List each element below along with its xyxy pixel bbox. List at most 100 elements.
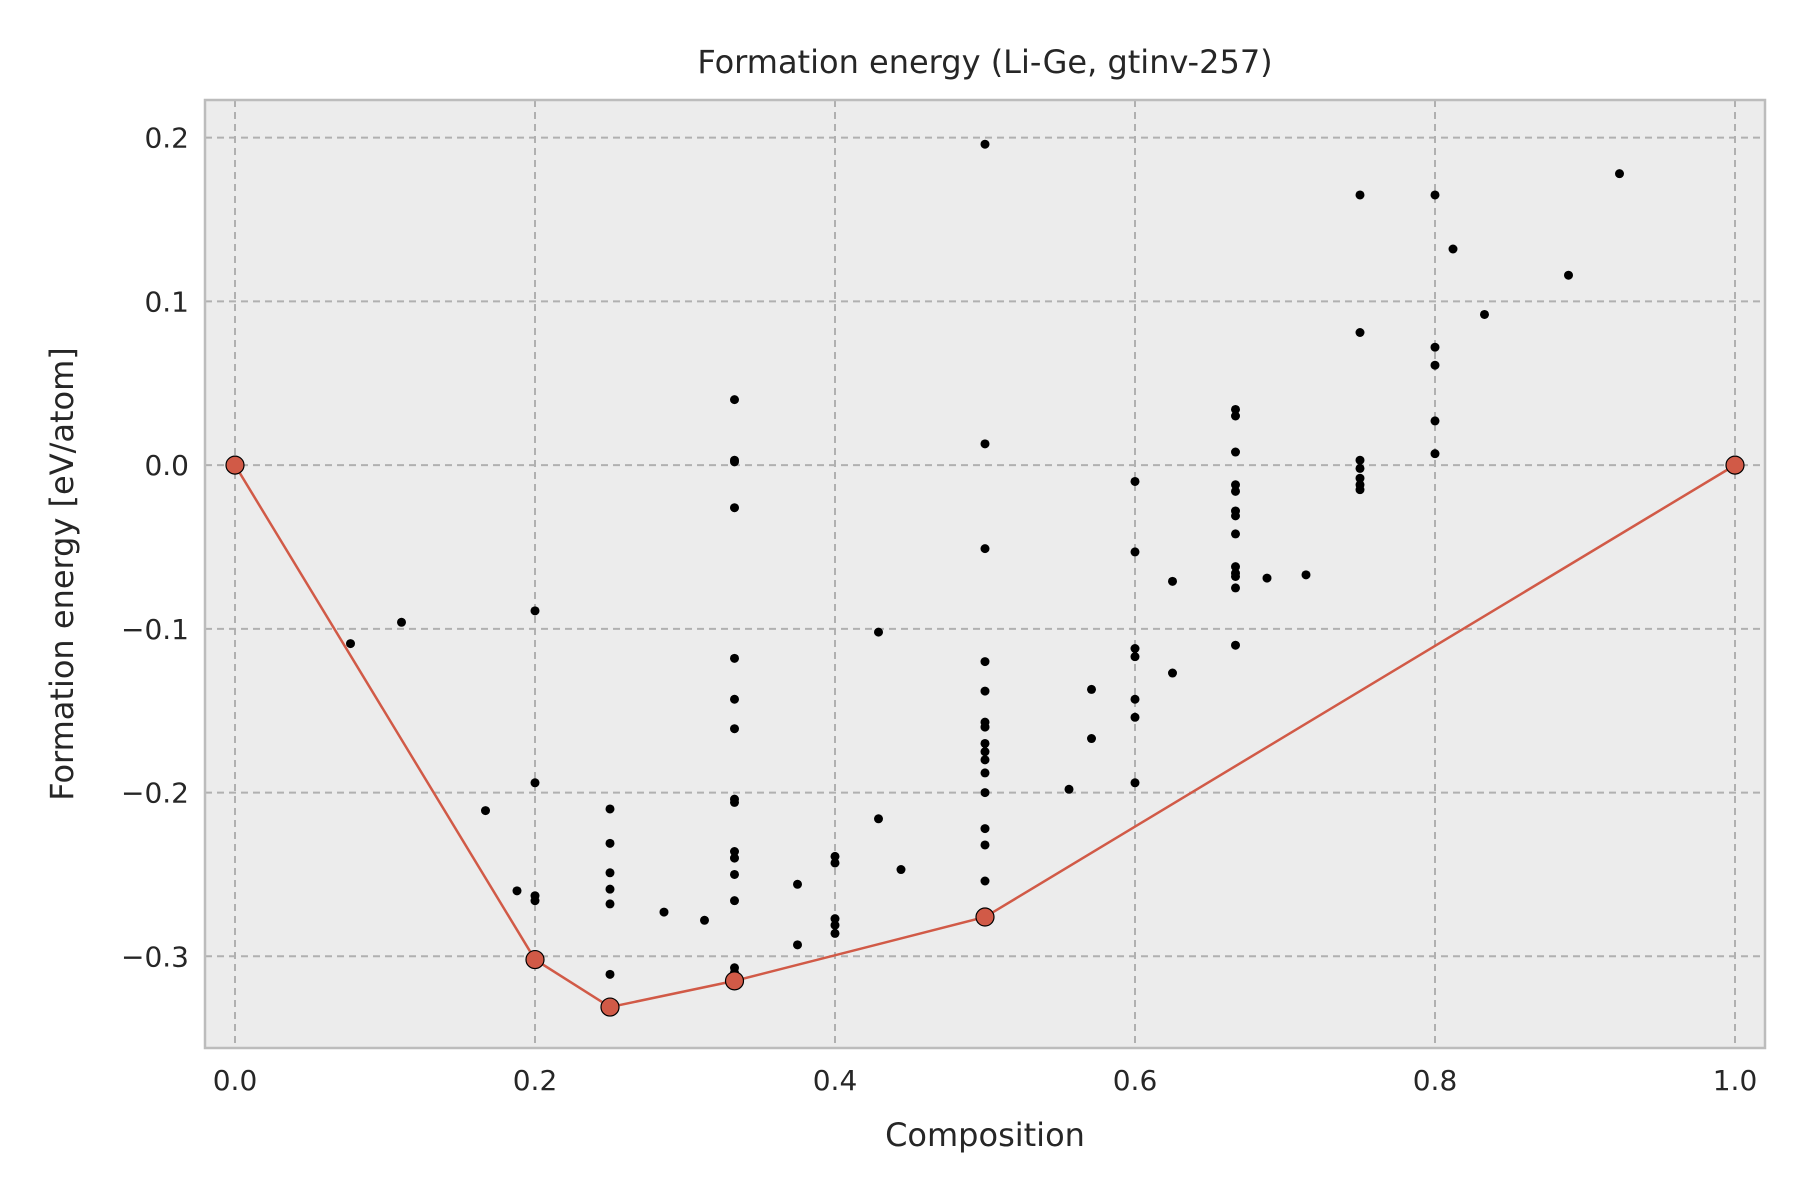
data-point bbox=[1231, 640, 1240, 650]
hull-line bbox=[233, 464, 1736, 1009]
data-point bbox=[980, 657, 990, 667]
data-point bbox=[830, 858, 840, 868]
y-tick-label: −0.1 bbox=[121, 613, 189, 646]
data-point bbox=[530, 778, 540, 788]
data-point bbox=[1168, 576, 1177, 586]
data-point bbox=[1231, 511, 1240, 521]
data-point bbox=[830, 920, 840, 930]
data-point bbox=[980, 686, 990, 696]
data-point bbox=[659, 907, 669, 917]
data-point bbox=[1231, 447, 1240, 457]
hull-point bbox=[724, 971, 745, 991]
data-point bbox=[1231, 486, 1240, 496]
x-tick-label: 0.0 bbox=[213, 1064, 258, 1097]
data-point bbox=[1430, 360, 1440, 370]
x-axis: 0.0 0.2 0.4 0.6 0.8 1.0 bbox=[213, 1064, 1758, 1097]
data-point bbox=[980, 722, 990, 732]
y-axis: −0.3 −0.2 −0.1 0.0 0.1 0.2 bbox=[121, 122, 189, 974]
data-point bbox=[980, 840, 990, 850]
data-point bbox=[830, 928, 840, 938]
x-axis-label: Composition bbox=[885, 1116, 1085, 1154]
hull-line-path bbox=[233, 464, 1736, 1009]
data-point bbox=[1087, 734, 1096, 744]
data-point bbox=[1130, 476, 1140, 486]
y-tick-label: 0.2 bbox=[144, 122, 189, 155]
data-point bbox=[1448, 244, 1458, 254]
x-tick-label: 0.2 bbox=[513, 1064, 558, 1097]
y-tick-label: −0.3 bbox=[121, 940, 189, 973]
x-tick-label: 0.4 bbox=[813, 1064, 858, 1097]
data-point bbox=[512, 886, 522, 896]
data-point bbox=[1231, 583, 1240, 593]
data-point bbox=[1355, 190, 1365, 200]
data-point bbox=[730, 896, 739, 906]
data-point bbox=[1231, 529, 1240, 539]
data-point bbox=[346, 639, 355, 649]
y-tick-label: −0.2 bbox=[121, 777, 189, 810]
hull-point bbox=[975, 907, 995, 927]
data-point bbox=[980, 876, 990, 886]
data-point bbox=[481, 806, 490, 816]
data-point bbox=[980, 788, 990, 798]
data-point bbox=[980, 768, 990, 778]
data-point bbox=[730, 457, 739, 467]
y-tick-label: 0.1 bbox=[144, 285, 189, 318]
data-point bbox=[830, 851, 840, 861]
data-point bbox=[530, 606, 540, 616]
data-point bbox=[1231, 404, 1240, 414]
data-point bbox=[1231, 562, 1240, 572]
data-point bbox=[730, 847, 739, 857]
data-point bbox=[1430, 190, 1440, 200]
data-point bbox=[1355, 485, 1365, 495]
x-tick-label: 0.6 bbox=[1113, 1064, 1158, 1097]
data-point bbox=[605, 884, 615, 894]
data-point bbox=[605, 804, 615, 814]
data-point bbox=[793, 940, 802, 950]
data-point bbox=[1130, 712, 1140, 722]
data-point bbox=[1231, 411, 1240, 421]
plot-background bbox=[205, 100, 1765, 1048]
data-point bbox=[874, 814, 883, 824]
y-axis-label: Formation energy [eV/atom] bbox=[43, 347, 81, 801]
data-point bbox=[1615, 169, 1624, 179]
data-point bbox=[1231, 571, 1240, 581]
grid bbox=[205, 100, 1765, 1048]
data-point bbox=[1355, 455, 1365, 465]
chart-title: Formation energy (Li-Ge, gtinv-257) bbox=[697, 43, 1272, 81]
data-point bbox=[874, 627, 883, 637]
data-point bbox=[605, 899, 615, 909]
data-point bbox=[1231, 480, 1240, 490]
hull-point bbox=[225, 455, 245, 475]
data-point bbox=[793, 879, 802, 889]
data-point bbox=[1064, 784, 1074, 794]
data-point bbox=[700, 915, 709, 925]
data-point bbox=[896, 865, 906, 875]
data-point bbox=[1430, 416, 1440, 426]
data-point bbox=[1130, 547, 1140, 557]
data-point bbox=[980, 439, 990, 449]
data-point bbox=[730, 869, 739, 879]
hull-point bbox=[1725, 455, 1745, 475]
data-point bbox=[1355, 327, 1365, 337]
data-point bbox=[1355, 473, 1365, 483]
data-point bbox=[1430, 449, 1440, 459]
data-point bbox=[1130, 652, 1140, 662]
data-point bbox=[1480, 309, 1489, 319]
data-point bbox=[730, 395, 739, 405]
hull-point bbox=[600, 997, 620, 1017]
data-point bbox=[830, 914, 840, 924]
data-point bbox=[1262, 573, 1272, 583]
data-point bbox=[1168, 668, 1177, 678]
data-point bbox=[730, 653, 739, 663]
data-point bbox=[1564, 270, 1573, 280]
data-points bbox=[346, 139, 1624, 979]
data-point bbox=[1355, 463, 1365, 473]
data-point bbox=[1130, 643, 1140, 653]
hull-points bbox=[225, 455, 1745, 1017]
data-point bbox=[980, 747, 990, 757]
data-point bbox=[605, 868, 615, 878]
data-point bbox=[605, 838, 615, 848]
hull-point bbox=[525, 949, 545, 970]
data-point bbox=[730, 503, 739, 513]
